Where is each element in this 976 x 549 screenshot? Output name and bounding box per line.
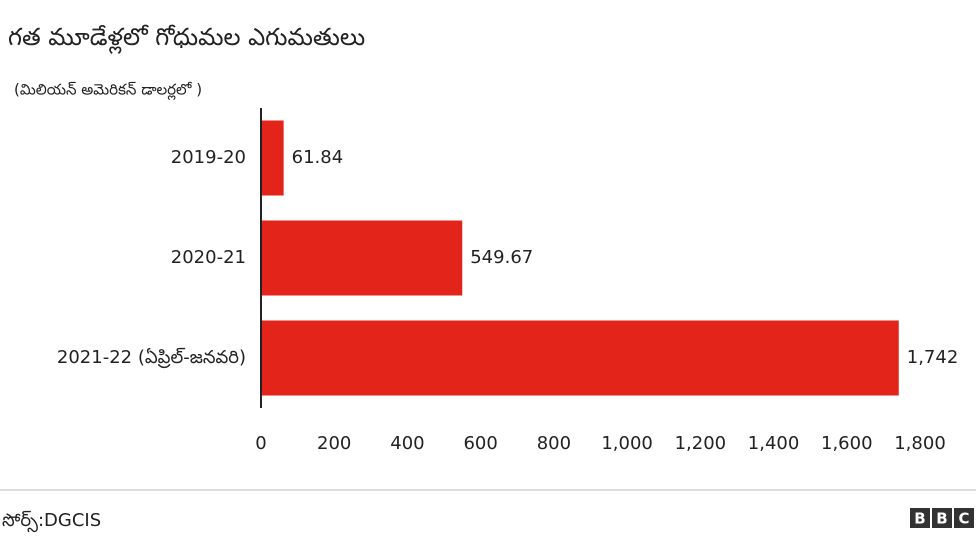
x-tick-label: 1,800 xyxy=(894,433,946,454)
source: సోర్స్:DGCIS xyxy=(2,510,101,533)
x-tick-label: 400 xyxy=(390,433,424,454)
logo-letter: B xyxy=(914,510,925,528)
y-tick-label: 2019-20 xyxy=(171,147,246,168)
logo-box xyxy=(932,508,952,528)
value-label: 61.84 xyxy=(292,147,344,168)
value-label: 1,742 xyxy=(907,347,959,368)
value-label: 549.67 xyxy=(470,247,533,268)
chart-title: గత మూడేళ్లలో గోధుమల ఎగుమతులు xyxy=(8,23,365,54)
x-tick-label: 600 xyxy=(463,433,497,454)
chart-subtitle: (మిలియన్ అమెరికన్ డాలర్లలో ) xyxy=(14,81,202,101)
bar xyxy=(261,120,284,196)
x-tick-label: 1,200 xyxy=(675,433,727,454)
logo-box xyxy=(954,508,974,528)
bar xyxy=(261,320,899,396)
x-tick-label: 1,000 xyxy=(601,433,653,454)
x-tick-label: 200 xyxy=(317,433,351,454)
logo-box xyxy=(910,508,930,528)
x-tick-label: 1,400 xyxy=(748,433,800,454)
x-tick-label: 1,600 xyxy=(821,433,873,454)
y-tick-label: 2020-21 xyxy=(171,247,246,268)
x-tick-label: 0 xyxy=(255,433,266,454)
bar xyxy=(261,220,463,296)
y-tick-label: 2021-22 (ఏప్రిల్-జనవరి) xyxy=(57,347,246,369)
logo-letter: B xyxy=(936,510,947,528)
logo-letter: C xyxy=(958,510,969,528)
x-tick-label: 800 xyxy=(537,433,571,454)
